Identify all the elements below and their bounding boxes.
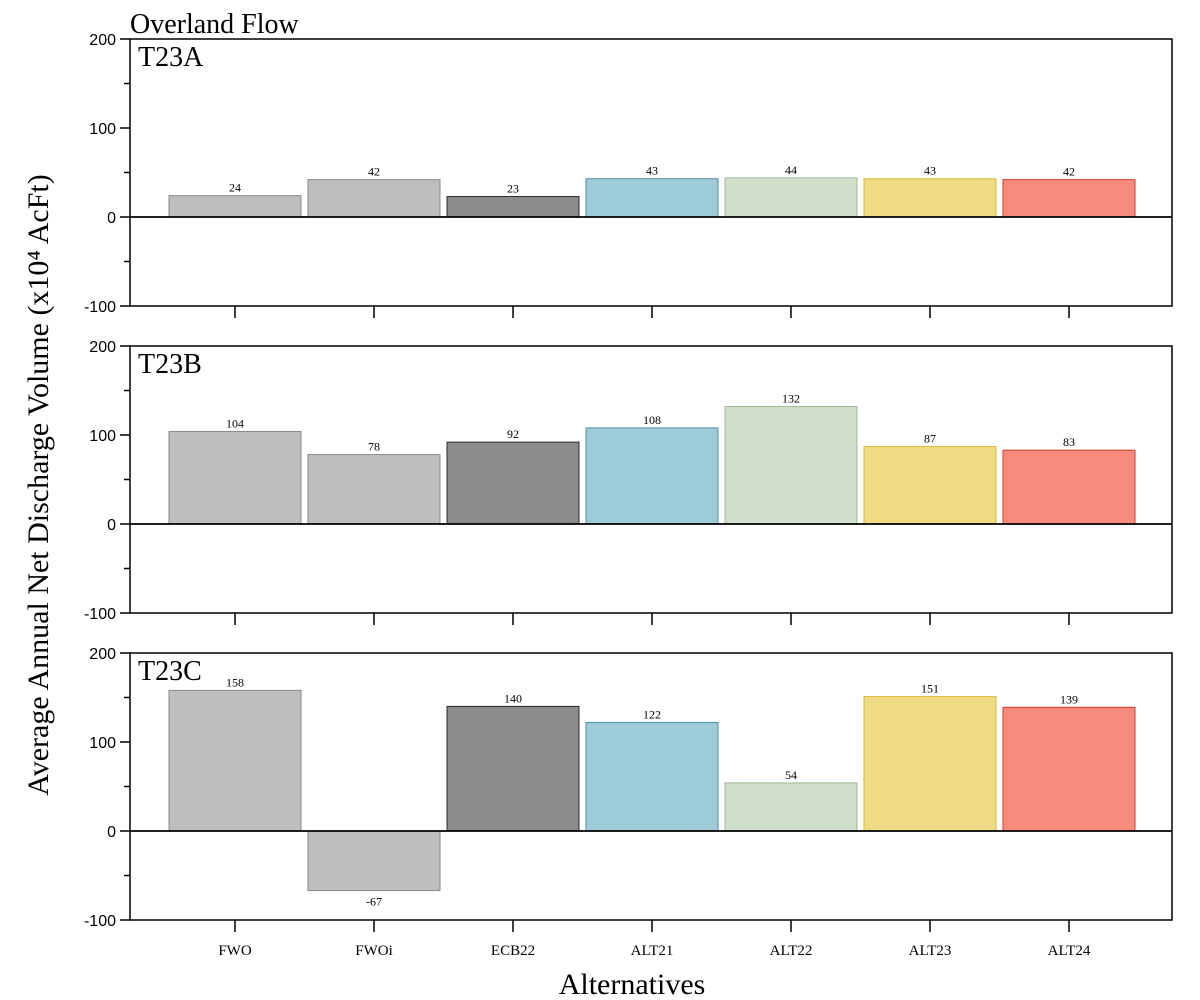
x-tick-label: ALT21 (631, 943, 674, 959)
x-tick-label: ALT23 (909, 943, 952, 959)
x-tick-label: FWOi (355, 943, 393, 959)
bar-alt23 (863, 178, 997, 218)
y-tick-label: 100 (89, 428, 116, 445)
bar-alt23 (863, 696, 997, 832)
bar-value-label: 42 (368, 165, 380, 179)
bar-fwoi (307, 454, 441, 525)
bar-value-label: 140 (504, 691, 522, 705)
bar-ecb22 (446, 705, 580, 832)
y-tick-label: -100 (84, 299, 116, 316)
bar-value-label: 43 (646, 164, 658, 178)
y-axis-title: Average Annual Net Discharge Volume (x10… (22, 174, 55, 795)
bar-alt21 (585, 721, 719, 832)
y-tick-label: 200 (89, 339, 116, 356)
bar-value-label: 43 (924, 164, 936, 178)
figure-title: Overland Flow (130, 9, 300, 40)
bar-value-label: -67 (366, 895, 382, 909)
bar-alt22 (724, 177, 858, 218)
bar-value-label: 158 (226, 675, 244, 689)
panel-t23c: -100 0 100 200 158 -67 140 122 54 151 139 T23C (84, 646, 1173, 932)
x-tick-label: FWO (218, 943, 252, 959)
bar-value-label: 78 (368, 440, 380, 454)
bar-fwoi (307, 830, 441, 892)
bar-value-label: 92 (507, 427, 519, 441)
bar-value-label: 104 (226, 416, 244, 430)
bar-ecb22 (446, 441, 580, 525)
y-tick-label: 0 (107, 824, 116, 841)
bar-fwo (168, 195, 302, 218)
bar-alt23 (863, 446, 997, 525)
x-tick-label: ALT22 (770, 943, 813, 959)
bar-value-label: 87 (924, 432, 936, 446)
bar-alt21 (585, 178, 719, 218)
bar-alt22 (724, 406, 858, 525)
x-tick-label: ECB22 (491, 943, 535, 959)
bar-value-label: 42 (1063, 165, 1075, 179)
bar-value-label: 24 (229, 181, 241, 195)
bar-value-label: 83 (1063, 435, 1075, 449)
bar-ecb22 (446, 196, 580, 218)
y-tick-label: 0 (107, 517, 116, 534)
bar-value-label: 54 (785, 768, 797, 782)
panel-title: T23B (138, 349, 202, 380)
panel-title: T23A (138, 42, 204, 73)
panel-title: T23C (138, 656, 202, 687)
bar-fwoi (307, 179, 441, 218)
x-tick-label: ALT24 (1048, 943, 1091, 959)
y-tick-label: 200 (89, 646, 116, 663)
bar-value-label: 23 (507, 182, 519, 196)
bar-value-label: 151 (921, 682, 939, 696)
bar-alt24 (1002, 449, 1136, 525)
bar-alt24 (1002, 179, 1136, 218)
bar-fwo (168, 430, 302, 525)
bar-value-label: 44 (785, 163, 797, 177)
y-tick-label: -100 (84, 913, 116, 930)
bar-value-label: 122 (643, 707, 661, 721)
bar-value-label: 132 (782, 392, 800, 406)
y-tick-label: 100 (89, 735, 116, 752)
bar-alt22 (724, 782, 858, 832)
x-axis-title: Alternatives (559, 968, 706, 1000)
bar-alt21 (585, 427, 719, 525)
y-tick-label: 0 (107, 210, 116, 227)
y-tick-label: 100 (89, 121, 116, 138)
bar-value-label: 139 (1060, 692, 1078, 706)
bar-alt24 (1002, 706, 1136, 832)
bar-value-label: 108 (643, 413, 661, 427)
panel-t23a: -100 0 100 200 24 42 23 43 44 43 42 T23A (84, 32, 1173, 318)
y-tick-label: -100 (84, 606, 116, 623)
panel-t23b: -100 0 100 200 104 78 92 108 132 87 83 T23B (84, 339, 1173, 625)
chart-panels: -100 0 100 200 24 42 23 43 44 43 42 T23A -100 0 100 200… (84, 32, 1173, 959)
y-tick-label: 200 (89, 32, 116, 49)
bar-fwo (168, 689, 302, 832)
